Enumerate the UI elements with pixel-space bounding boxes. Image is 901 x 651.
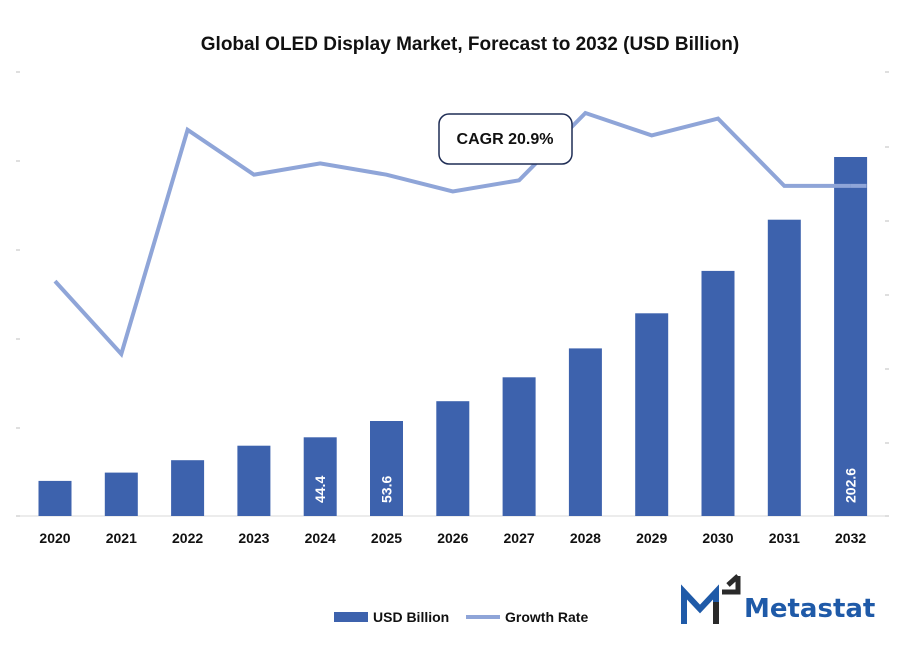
x-tick-2028: 2028 — [570, 530, 601, 546]
bar-2025 — [370, 421, 403, 516]
bar-2022 — [171, 460, 205, 516]
cagr-box — [438, 113, 573, 165]
bar-2029 — [635, 313, 669, 516]
legend-label-line: Growth Rate — [505, 609, 588, 625]
bar-2032 — [834, 157, 868, 516]
bar-2031 — [767, 219, 801, 516]
left-axis — [16, 71, 20, 517]
x-tick-2025: 2025 — [371, 530, 402, 546]
x-tick-2022: 2022 — [172, 530, 203, 546]
x-tick-2021: 2021 — [106, 530, 137, 546]
growth-rate-line — [53, 110, 851, 358]
bar-2030 — [701, 270, 735, 516]
brand-logo: Metastat — [681, 574, 875, 624]
bar-2027 — [502, 377, 536, 516]
x-tick-2020: 2020 — [39, 530, 70, 546]
data-labels: 44.4 53.6 202.6 — [312, 468, 858, 503]
bar-2020 — [38, 480, 72, 516]
bar-series — [38, 157, 868, 516]
legend: USD Billion Growth Rate — [334, 609, 588, 625]
data-label-2032: 202.6 — [843, 468, 859, 503]
x-tick-2026: 2026 — [437, 530, 468, 546]
x-tick-2024: 2024 — [305, 530, 336, 546]
x-tick-2031: 2031 — [769, 530, 800, 546]
cagr-annotation: CAGR 20.9% — [438, 113, 573, 165]
cagr-label: CAGR 20.9% — [457, 131, 554, 148]
right-axis — [885, 71, 889, 517]
chart-title: Global OLED Display Market, Forecast to … — [201, 34, 739, 55]
x-tick-2027: 2027 — [504, 530, 535, 546]
brand-name: Metastat — [744, 594, 875, 624]
bar-2023 — [237, 445, 271, 516]
x-tick-labels: 2020 2021 2022 2023 2024 2025 2026 2027 2028 2029… — [39, 530, 866, 546]
bar-2028 — [568, 348, 602, 516]
data-label-2024: 44.4 — [312, 476, 328, 503]
data-label-2025: 53.6 — [379, 476, 395, 503]
bar-2026 — [436, 401, 470, 516]
x-tick-2029: 2029 — [636, 530, 667, 546]
x-tick-2032: 2032 — [835, 530, 866, 546]
x-tick-2023: 2023 — [238, 530, 269, 546]
bar-2021 — [104, 472, 138, 516]
legend-label-bar: USD Billion — [373, 609, 449, 625]
line-series — [53, 110, 867, 358]
metastat-logo-icon — [681, 574, 741, 624]
bar-2024 — [303, 437, 337, 516]
legend-swatch-bar — [334, 612, 368, 622]
x-tick-2030: 2030 — [702, 530, 733, 546]
